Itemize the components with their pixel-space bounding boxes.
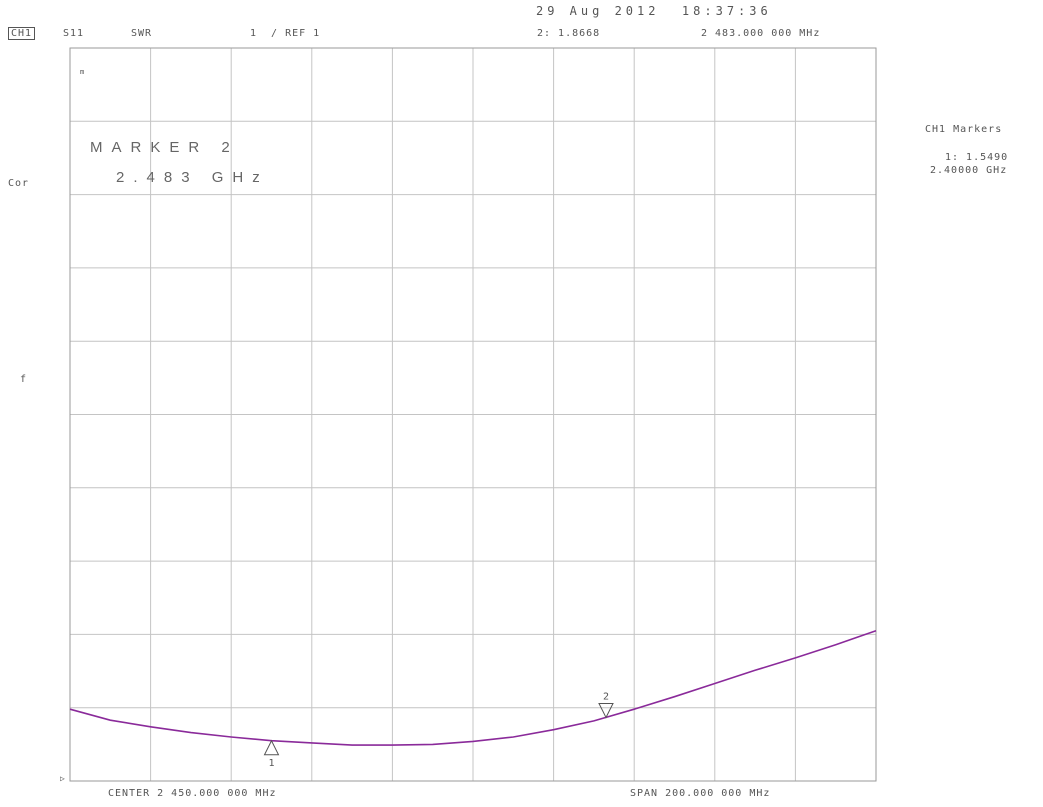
trace-markers: 12 xyxy=(263,691,614,769)
scale-ref-label: 1 / REF 1 xyxy=(250,28,321,39)
active-marker-readout: 2: 1.8668 xyxy=(537,28,601,39)
marker-box-value: 2.483 GHz xyxy=(116,169,269,186)
marker-1-triangle xyxy=(263,739,280,756)
frequency-span: SPAN 200.000 000 MHz xyxy=(630,788,771,799)
marker-box-title: MARKER 2 xyxy=(90,139,239,156)
marker-panel-title: CH1 Markers xyxy=(925,124,1003,135)
center-frequency: CENTER 2 450.000 000 MHz xyxy=(108,788,277,799)
marker-2-label: 2 xyxy=(603,691,609,702)
marker-1-frequency: 2.40000 GHz xyxy=(930,165,1008,176)
marker-2-triangle xyxy=(598,702,614,719)
timestamp: 29 Aug 2012 18:37:36 xyxy=(536,4,772,18)
status-mark: m xyxy=(80,68,85,76)
channel-label[interactable]: CH1 xyxy=(8,27,36,40)
format-label: SWR xyxy=(131,28,153,39)
reference-position-icon: ▷ xyxy=(60,774,65,783)
correction-indicator: Cor xyxy=(8,178,30,189)
grid xyxy=(70,48,876,781)
marker-1-value: 1: 1.5490 xyxy=(945,152,1009,163)
active-marker-frequency: 2 483.000 000 MHz xyxy=(701,28,821,39)
s-parameter-label: S11 xyxy=(63,28,85,39)
plot-frame xyxy=(69,47,877,782)
pen-indicator: f xyxy=(20,374,28,385)
marker-1-label: 1 xyxy=(269,758,275,769)
s11-swr-trace xyxy=(69,629,877,746)
